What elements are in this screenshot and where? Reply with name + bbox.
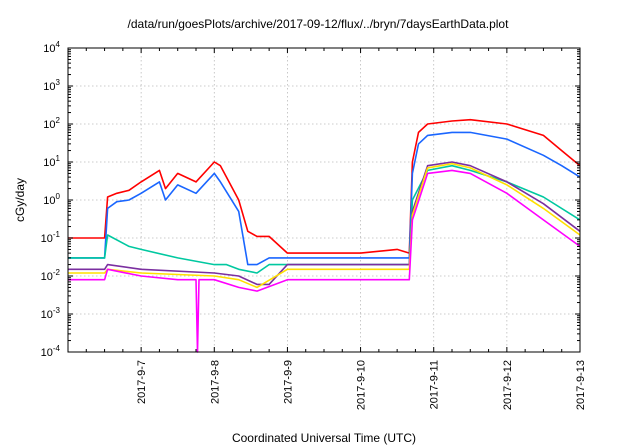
series-line-6 [68,169,581,353]
series-line-3 [68,164,581,274]
y-tick-label: 10-2 [41,268,61,283]
series-line-4 [68,161,581,286]
x-tick-label: 2017-9-12 [502,360,514,410]
chart-title: /data/run/goesPlots/archive/2017-09-12/f… [128,17,510,31]
series-line-1 [68,118,581,254]
y-tick-label: 10-4 [41,344,61,359]
x-tick-label: 2017-9-7 [136,360,148,404]
y-tick-label: 101 [43,154,60,169]
y-tick-label: 10-1 [41,230,61,245]
y-axis-label: cGy/day [13,178,27,222]
y-tick-label: 103 [43,78,60,93]
x-tick-label: 2017-9-8 [209,360,221,404]
y-tick-label: 102 [43,116,60,131]
x-tick-label: 2017-9-13 [575,360,587,410]
x-axis-label: Coordinated Universal Time (UTC) [232,431,416,445]
x-tick-label: 2017-9-9 [282,360,294,404]
y-tick-label: 104 [43,40,60,55]
x-tick-label: 2017-9-11 [429,360,441,409]
y-tick-label: 10-3 [41,306,61,321]
series-layer [68,118,581,353]
x-tick-label: 2017-9-10 [356,360,368,410]
series-line-5 [68,162,581,289]
y-tick-label: 100 [43,192,60,207]
axis-ticks: 10-4 10-3 10-2 10-1 100 101 102 103 104 2017-9-7 2… [41,40,587,410]
series-line-2 [68,131,581,266]
